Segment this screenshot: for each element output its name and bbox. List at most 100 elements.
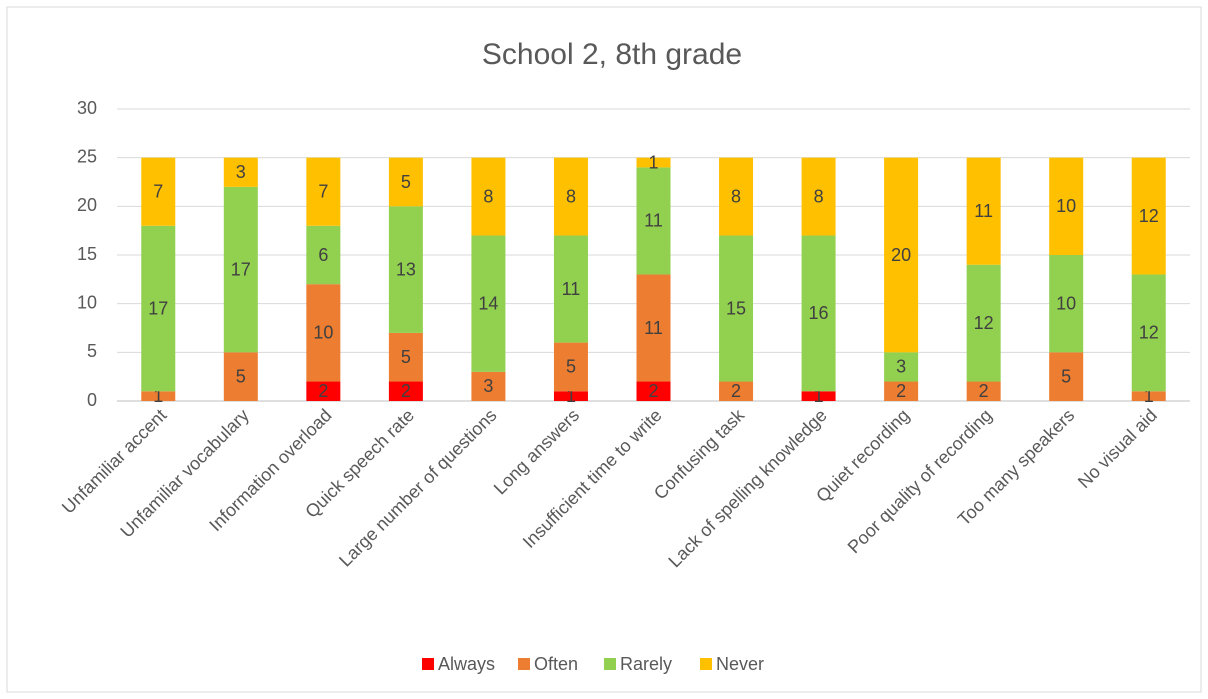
data-label: 5 xyxy=(236,366,246,386)
bar-segment xyxy=(1049,352,1084,401)
data-label: 11 xyxy=(644,318,663,338)
data-label: 7 xyxy=(318,181,328,201)
bar-segment xyxy=(966,381,1001,401)
y-tick-label: 20 xyxy=(77,195,97,215)
data-label: 2 xyxy=(401,381,411,401)
data-label: 1 xyxy=(566,386,576,406)
bar-segment xyxy=(966,264,1001,382)
data-label: 2 xyxy=(731,381,741,401)
bar-segment xyxy=(884,381,919,401)
bar-segment xyxy=(141,157,176,226)
bar-segment xyxy=(471,157,506,236)
bar-segment xyxy=(884,352,919,382)
data-label: 10 xyxy=(1056,196,1076,216)
data-label: 10 xyxy=(1056,293,1076,313)
bar-segment xyxy=(223,157,258,187)
data-label: 1 xyxy=(153,386,163,406)
bar-segment xyxy=(719,381,754,401)
bar-segment xyxy=(471,235,506,372)
bar-segment xyxy=(636,274,671,382)
data-label: 12 xyxy=(1139,206,1159,226)
y-tick-label: 25 xyxy=(77,146,97,166)
data-label: 3 xyxy=(896,357,906,377)
data-label: 2 xyxy=(648,381,658,401)
legend-label: Never xyxy=(716,654,764,674)
y-tick-label: 5 xyxy=(87,341,97,361)
data-label: 1 xyxy=(648,152,658,172)
data-label: 5 xyxy=(401,172,411,192)
bar-segment xyxy=(553,342,588,392)
bar-segment xyxy=(801,391,836,401)
bar-segment xyxy=(636,157,671,168)
data-label: 17 xyxy=(231,259,251,279)
bar-segment xyxy=(801,157,836,236)
data-label: 8 xyxy=(483,186,493,206)
legend-swatch xyxy=(604,658,616,670)
data-label: 2 xyxy=(318,381,328,401)
legend-label: Often xyxy=(534,654,578,674)
bar-segment xyxy=(1049,157,1084,255)
bar-segment xyxy=(636,167,671,275)
bar-segment xyxy=(306,284,341,382)
chart-border xyxy=(6,6,1202,693)
bar-segment xyxy=(388,206,423,333)
data-label: 8 xyxy=(814,186,824,206)
legend-label: Rarely xyxy=(620,654,672,674)
data-label: 5 xyxy=(1061,366,1071,386)
legend-swatch xyxy=(422,658,434,670)
bar-segment xyxy=(553,157,588,236)
bar-segment xyxy=(719,157,754,236)
bar-segment xyxy=(884,157,919,353)
data-label: 2 xyxy=(979,381,989,401)
data-label: 17 xyxy=(148,298,168,318)
bar-segment xyxy=(471,371,506,401)
bar-segment xyxy=(1131,274,1166,392)
data-label: 2 xyxy=(896,381,906,401)
data-label: 5 xyxy=(566,357,576,377)
bar-segment xyxy=(388,332,423,382)
data-label: 15 xyxy=(726,298,746,318)
data-label: 1 xyxy=(1144,386,1154,406)
data-label: 5 xyxy=(401,347,411,367)
data-label: 13 xyxy=(396,259,416,279)
data-label: 7 xyxy=(153,181,163,201)
bar-segment xyxy=(306,157,341,226)
bar-segment xyxy=(388,157,423,207)
bar-segment xyxy=(306,381,341,401)
bar-segment xyxy=(636,381,671,401)
bar-segment xyxy=(306,225,341,285)
data-label: 8 xyxy=(566,186,576,206)
bar-segment xyxy=(141,391,176,401)
bar-segment xyxy=(1131,157,1166,275)
data-label: 3 xyxy=(483,376,493,396)
legend-label: Always xyxy=(438,654,495,674)
bar-segment xyxy=(553,235,588,343)
bar-segment xyxy=(388,381,423,401)
bar-segment xyxy=(1049,255,1084,353)
data-label: 14 xyxy=(478,293,498,313)
bar-segment xyxy=(223,186,258,353)
data-label: 12 xyxy=(1139,323,1159,343)
data-label: 16 xyxy=(809,303,829,323)
bar-segment xyxy=(801,235,836,392)
data-label: 8 xyxy=(731,186,741,206)
data-label: 1 xyxy=(814,386,824,406)
chart-title: School 2, 8th grade xyxy=(482,38,742,71)
bar-segment xyxy=(719,235,754,382)
bar-segment xyxy=(966,157,1001,265)
bar-segment xyxy=(223,352,258,401)
bar-segment xyxy=(1131,391,1166,401)
legend-swatch xyxy=(700,658,712,670)
y-tick-label: 10 xyxy=(77,292,97,312)
data-label: 11 xyxy=(562,279,581,299)
data-label: 20 xyxy=(891,245,911,265)
data-label: 12 xyxy=(974,313,994,333)
legend-swatch xyxy=(518,658,530,670)
data-label: 11 xyxy=(974,201,993,221)
y-tick-label: 30 xyxy=(77,98,97,118)
y-tick-label: 15 xyxy=(77,244,97,264)
data-label: 10 xyxy=(313,323,333,343)
y-tick-label: 0 xyxy=(87,390,97,410)
data-label: 3 xyxy=(236,162,246,182)
